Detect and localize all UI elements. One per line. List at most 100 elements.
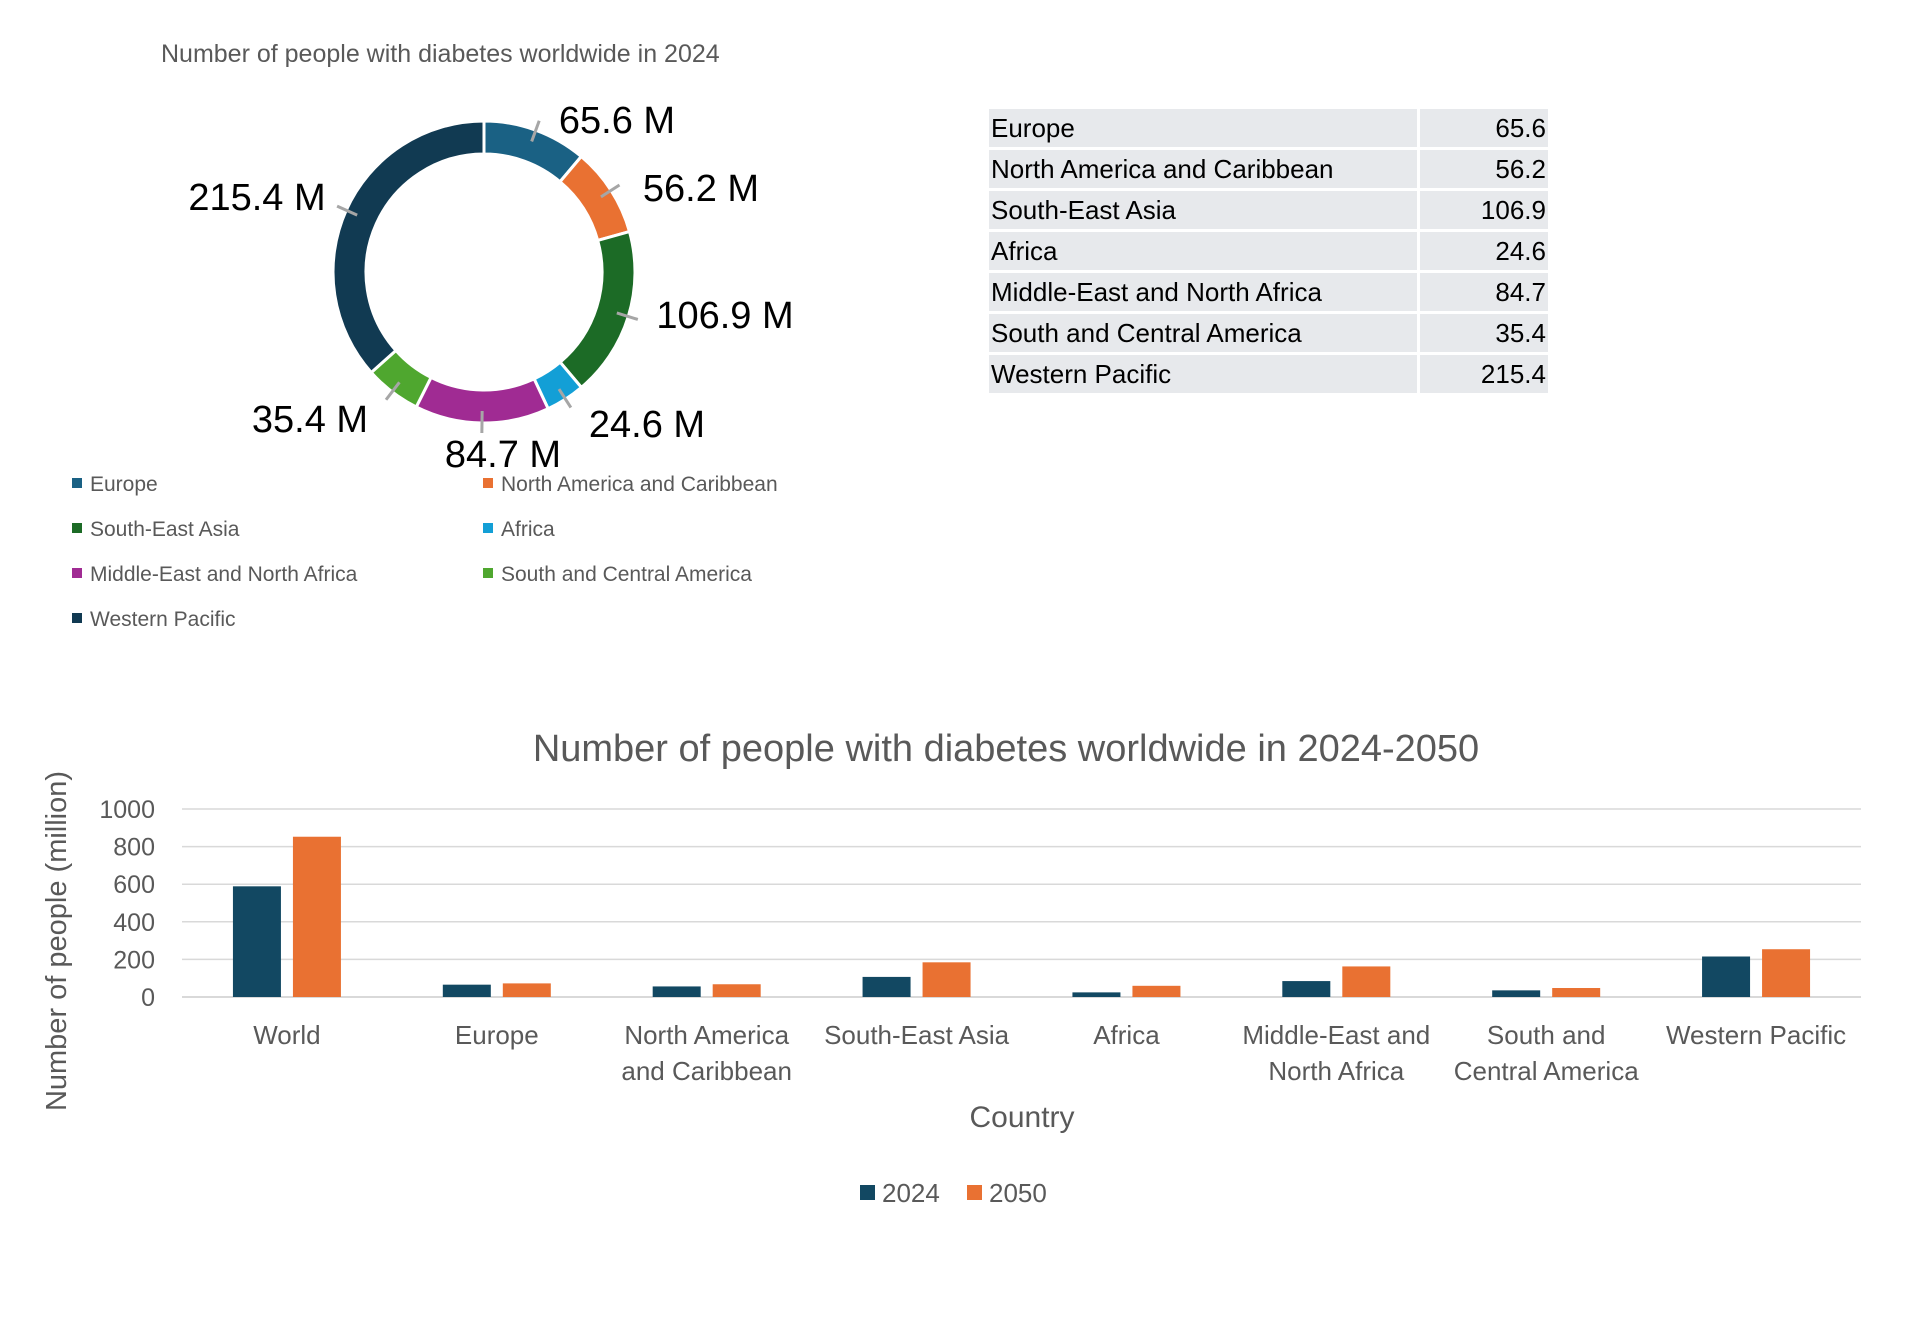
leader-line [530, 120, 541, 142]
legend-item-north-america-and-caribbean: North America and Caribbean [483, 473, 778, 497]
bar-2024-middle-east-and-north-africa [1282, 981, 1331, 997]
legend-item-africa: Africa [483, 518, 555, 542]
y-tick-label: 800 [113, 834, 155, 862]
bar-chart-title-text: Number of people with diabetes worldwide… [532, 728, 1480, 770]
bar-2050-world [292, 836, 341, 997]
legend-swatch-icon [72, 478, 82, 489]
donut-data-label: 84.7 M [445, 434, 561, 476]
donut-data-label: 35.4 M [252, 399, 368, 441]
legend-swatch-icon [860, 1185, 875, 1200]
donut-data-label: 106.9 M [656, 295, 793, 337]
table-cell-value: 35.4 [1420, 314, 1548, 352]
bar-2024-south-and-central-america [1492, 990, 1541, 997]
table-row: Western Pacific 215.4 [989, 355, 1548, 393]
table-cell-value: 84.7 [1420, 273, 1548, 311]
donut-data-label: 56.2 M [643, 168, 759, 210]
leader-line [600, 183, 621, 199]
bar-2050-north-america-and-caribbean [712, 984, 761, 997]
legend-item-western-pacific: Western Pacific [72, 608, 236, 632]
y-tick-label: 600 [113, 871, 155, 899]
x-tick-label: Central America [1454, 1056, 1639, 1086]
x-axis-title: Country [969, 1101, 1074, 1134]
leader-line [384, 381, 401, 401]
bar-2024-africa [1072, 992, 1121, 997]
legend-item-south-east-asia: South-East Asia [72, 518, 239, 542]
x-tick-label: Western Pacific [1666, 1020, 1846, 1050]
bar-2024-south-east-asia [862, 976, 911, 997]
bar-2024-world [232, 886, 281, 997]
donut-data-label: 24.6 M [589, 404, 705, 446]
table-cell-region: Europe [989, 109, 1420, 147]
donut-data-label: 65.6 M [559, 100, 675, 142]
legend-label: North America and Caribbean [501, 473, 778, 496]
bar-2050-western-pacific [1762, 949, 1811, 997]
leader-line [557, 388, 573, 409]
table-cell-value: 106.9 [1420, 191, 1548, 229]
legend-swatch-icon [483, 568, 493, 579]
bar-2024-north-america-and-caribbean [652, 986, 701, 997]
table-cell-region: North America and Caribbean [989, 150, 1420, 188]
x-tick-label: North Africa [1268, 1056, 1404, 1086]
table-cell-value: 215.4 [1420, 355, 1548, 393]
donut-data-label: 215.4 M [188, 177, 325, 219]
table-cell-region: Western Pacific [989, 355, 1420, 393]
legend-label: South-East Asia [90, 518, 240, 541]
table-row: North America and Caribbean 56.2 [989, 150, 1548, 188]
y-tick-label: 1000 [99, 796, 155, 824]
x-tick-label: South-East Asia [824, 1020, 1010, 1050]
bar-chart-title: Number of people with diabetes worldwide… [0, 728, 1920, 771]
table-row: South and Central America 35.4 [989, 314, 1548, 352]
region-data-table: Europe 65.6 North America and Caribbean 56.… [989, 106, 1548, 396]
table-row: South-East Asia 106.9 [989, 191, 1548, 229]
y-axis-title: Number of people (million) [41, 771, 73, 1111]
x-tick-label: Middle-East and [1242, 1020, 1430, 1050]
bar-2024-western-pacific [1702, 956, 1751, 997]
table-cell-region: South and Central America [989, 314, 1420, 352]
legend-label: Europe [90, 473, 158, 496]
bar-2050-middle-east-and-north-africa [1342, 966, 1391, 997]
legend-swatch-icon [72, 613, 82, 624]
x-tick-label: North America [624, 1020, 789, 1050]
donut-chart: 65.6 M 56.2 M 106.9 M 24.6 M 84.7 M 35.4 M 215… [188, 100, 793, 476]
table-row: Europe 65.6 [989, 109, 1548, 147]
y-tick-label: 0 [141, 984, 155, 1012]
table-row: Africa 24.6 [989, 232, 1548, 270]
bar-2050-south-and-central-america [1552, 988, 1601, 997]
table-cell-value: 24.6 [1420, 232, 1548, 270]
bar-chart: 0 200 400 600 800 1000 World Europe North Americ… [41, 771, 1861, 1208]
donut-slice-south-east-asia [558, 229, 637, 390]
table-cell-region: Middle-East and North Africa [989, 273, 1420, 311]
legend-swatch-icon [72, 523, 82, 534]
x-tick-label: World [253, 1020, 320, 1050]
donut-chart-title: Number of people with diabetes worldwide… [161, 40, 720, 68]
bar-2050-south-east-asia [922, 962, 971, 997]
legend-label: Africa [501, 518, 555, 541]
legend-label-2024: 2024 [882, 1178, 940, 1208]
legend-item-europe: Europe [72, 473, 158, 497]
donut-slice-north-america-and-caribbean [557, 154, 632, 243]
table-cell-value: 56.2 [1420, 150, 1548, 188]
table-row: Middle-East and North Africa 84.7 [989, 273, 1548, 311]
table-cell-region: South-East Asia [989, 191, 1420, 229]
legend-swatch-icon [483, 478, 493, 489]
legend-item-south-and-central-america: South and Central America [483, 563, 752, 587]
donut-slice-western-pacific [331, 119, 486, 375]
legend-label-2050: 2050 [989, 1178, 1047, 1208]
leader-line [616, 311, 639, 321]
legend-swatch-icon [967, 1185, 982, 1200]
legend-label: Middle-East and North Africa [90, 563, 358, 586]
legend-label: South and Central America [501, 563, 752, 586]
y-tick-label: 400 [113, 909, 155, 937]
table-cell-region: Africa [989, 232, 1420, 270]
x-tick-label: Africa [1093, 1020, 1160, 1050]
legend-label: Western Pacific [90, 608, 236, 631]
bar-2050-europe [502, 983, 551, 997]
bar-2050-africa [1132, 985, 1181, 997]
x-tick-label: South and [1487, 1020, 1606, 1050]
y-tick-label: 200 [113, 946, 155, 974]
legend-swatch-icon [483, 523, 493, 534]
legend-item-middle-east-and-north-africa: Middle-East and North Africa [72, 563, 357, 587]
bar-2024-europe [442, 984, 491, 997]
table-cell-value: 65.6 [1420, 109, 1548, 147]
x-tick-label: and Caribbean [621, 1056, 792, 1086]
